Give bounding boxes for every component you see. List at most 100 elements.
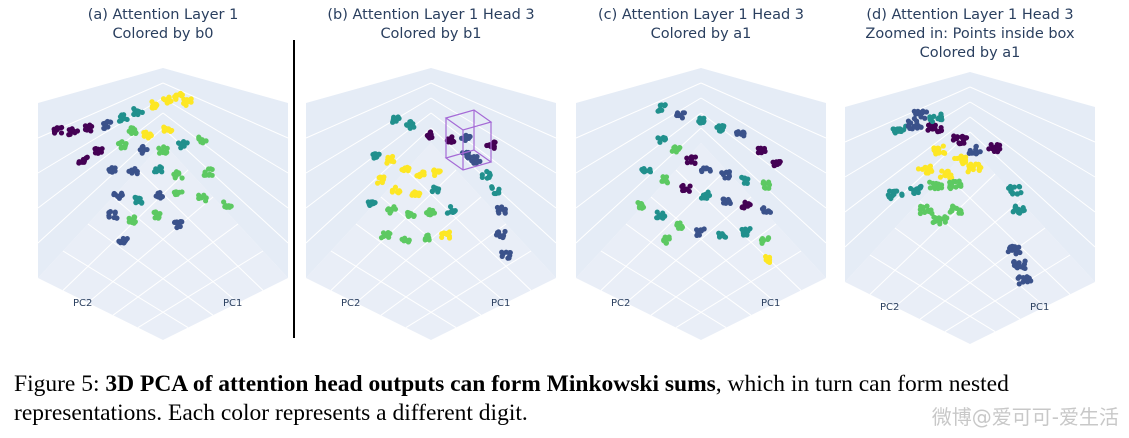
data-point — [474, 157, 480, 164]
point-cluster — [151, 209, 163, 221]
scatter-3d-plot[interactable]: PC2 PC1 — [835, 0, 1105, 345]
data-point — [107, 168, 113, 174]
data-point — [160, 149, 166, 156]
data-point — [111, 214, 117, 221]
data-point — [918, 124, 924, 130]
data-point — [155, 167, 161, 173]
panel-title: (d) Attention Layer 1 Head 3 Zoomed in: … — [835, 6, 1105, 63]
data-point — [697, 115, 703, 121]
data-point — [886, 194, 892, 200]
point-cluster — [719, 169, 733, 181]
data-point — [950, 203, 956, 209]
grid-line — [675, 250, 802, 329]
point-cluster — [423, 207, 438, 218]
data-point — [389, 206, 395, 212]
point-cluster — [654, 209, 668, 221]
point-cluster — [175, 138, 190, 151]
point-cluster — [493, 228, 508, 241]
data-point — [1015, 275, 1021, 281]
data-point — [931, 183, 938, 189]
plot-wall-left — [38, 68, 163, 278]
data-point — [371, 155, 377, 161]
data-point — [688, 157, 694, 163]
data-point — [427, 207, 433, 213]
grid-line — [162, 82, 289, 139]
data-point — [989, 146, 996, 152]
data-point — [927, 166, 933, 172]
data-point — [486, 174, 492, 180]
point-cluster — [494, 204, 508, 216]
data-point — [692, 160, 698, 166]
data-point — [675, 146, 682, 153]
data-point — [922, 115, 928, 121]
grid-line — [575, 112, 702, 209]
data-point — [402, 235, 408, 241]
data-point — [369, 201, 375, 207]
scatter-3d-plot[interactable]: PC2 PC1 — [566, 0, 836, 345]
data-point — [994, 149, 1001, 155]
data-point — [429, 188, 435, 195]
grid-line — [625, 196, 752, 304]
data-point — [389, 189, 395, 195]
data-point — [123, 237, 129, 243]
data-point — [919, 166, 926, 172]
data-point — [951, 133, 957, 139]
data-point — [467, 134, 473, 140]
data-point — [142, 132, 149, 138]
point-cluster — [966, 143, 983, 157]
point-cluster — [141, 129, 154, 141]
data-point — [121, 116, 128, 122]
data-point — [914, 125, 920, 131]
scatter-3d-plot[interactable]: PC2 PC1 — [28, 0, 298, 345]
axis-label-pc1: PC1 — [761, 298, 780, 309]
point-cluster — [156, 144, 170, 156]
point-cluster — [479, 168, 493, 181]
point-cluster — [459, 149, 473, 161]
point-cluster — [76, 154, 90, 166]
data-point — [115, 141, 122, 147]
data-point — [128, 130, 135, 136]
data-point — [177, 90, 184, 96]
point-cluster — [696, 115, 707, 126]
data-point — [134, 171, 140, 177]
data-point — [976, 167, 982, 173]
point-cluster — [82, 122, 95, 134]
data-point — [922, 209, 928, 216]
data-point — [660, 215, 666, 221]
data-point — [719, 123, 725, 129]
point-cluster — [126, 166, 140, 177]
grid-line — [62, 250, 189, 329]
point-cluster — [431, 167, 443, 179]
point-cluster — [385, 204, 399, 216]
point-cluster — [399, 235, 412, 245]
point-cluster — [499, 249, 513, 261]
point-cluster — [126, 214, 138, 226]
point-cluster — [389, 184, 403, 196]
point-cluster — [196, 134, 209, 146]
panel-d: (d) Attention Layer 1 Head 3 Zoomed in: … — [835, 0, 1105, 345]
point-cluster — [911, 108, 930, 122]
scatter-3d-plot[interactable]: PC2 PC1 — [296, 0, 566, 345]
data-point — [765, 235, 772, 241]
grid-line — [944, 173, 1071, 295]
data-point — [761, 205, 767, 211]
data-point — [117, 238, 123, 245]
data-point — [58, 130, 65, 136]
data-point — [1024, 279, 1031, 285]
data-point — [684, 160, 691, 166]
grid-line — [869, 254, 996, 333]
data-point — [660, 210, 666, 216]
data-point — [920, 110, 926, 116]
axis-label-pc2: PC2 — [73, 298, 92, 309]
caption-rest: , which in turn can form nested represen… — [14, 371, 1009, 426]
grid-line — [969, 116, 1096, 213]
data-point — [917, 184, 923, 190]
point-cluster — [171, 169, 185, 181]
point-cluster — [1015, 274, 1034, 287]
data-point — [913, 111, 919, 117]
point-cluster — [444, 204, 458, 216]
data-point — [1014, 248, 1021, 254]
data-point — [698, 120, 704, 126]
data-point — [1011, 259, 1017, 265]
grid-line — [37, 112, 164, 209]
